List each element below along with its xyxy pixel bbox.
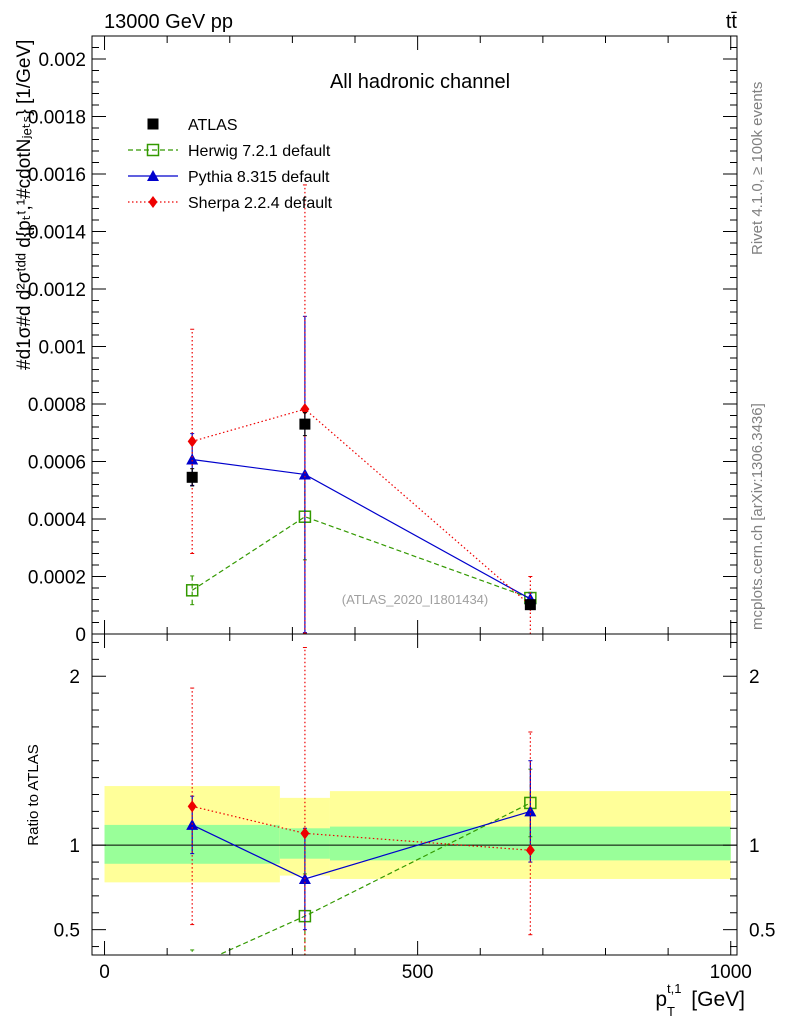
x-axis: 0 500 1000	[99, 36, 752, 983]
ratio-panel: 0.5 0.5 1 1 2 2 Ratio to ATLAS	[25, 633, 775, 972]
ratio-y-tick-label: 1	[69, 836, 80, 857]
main-atlas-point	[524, 599, 536, 611]
ratio-pythia-point	[524, 805, 537, 817]
main-herwig-line	[191, 516, 531, 599]
chart-title: All hadronic channel	[330, 71, 510, 93]
main-y-tick-label: 0.0016	[28, 165, 86, 186]
legend-atlas-marker	[147, 118, 159, 130]
main-sherpa-line	[192, 408, 531, 606]
rivet-label: Rivet 4.1.0, ≥ 100k events	[749, 82, 766, 255]
mcplots-label: mcplots.cern.ch [arXiv:1306.3436]	[749, 403, 766, 630]
main-herwig-point	[185, 584, 199, 597]
ratio-sherpa-point	[525, 844, 535, 857]
main-y-tick-label: 0.0004	[28, 510, 87, 531]
main-sherpa-point	[300, 403, 310, 416]
ratio-y-tick-label-right: 1	[749, 836, 760, 857]
ratio-y-tick-label-right: 2	[749, 667, 760, 688]
legend-herwig-label: Herwig 7.2.1 default	[188, 143, 331, 160]
main-atlas-point	[186, 471, 198, 483]
main-y-tick-label: 0.002	[38, 50, 86, 71]
ratio-y-tick-label: 0.5	[54, 921, 80, 942]
legend-pythia-marker	[147, 170, 159, 181]
legend-sherpa-marker	[148, 196, 158, 208]
process-label: tt̄	[726, 11, 738, 33]
legend-herwig-marker	[146, 143, 160, 157]
legend-sherpa-label: Sherpa 2.2.4 default	[188, 195, 333, 212]
main-pythia-point	[298, 468, 311, 480]
main-y-tick-label: 0.0006	[28, 453, 86, 474]
ratio-herwig-point	[187, 961, 198, 972]
main-y-tick-label: 0.0008	[28, 395, 86, 416]
legend: ATLAS Herwig 7.2.1 default Pythia 8.315 de…	[128, 117, 333, 212]
ratio-bands-layer	[104, 786, 731, 883]
x-tick-label: 0	[99, 962, 110, 983]
chart-watermark: (ATLAS_2020_I1801434)	[342, 592, 488, 607]
main-y-tick-label: 0.0012	[28, 280, 86, 301]
main-pythia-point	[186, 453, 199, 465]
main-y-tick-label: 0.0018	[28, 108, 86, 129]
legend-atlas-label: ATLAS	[188, 117, 238, 134]
x-axis-label: pTt,1 [GeV]	[655, 981, 745, 1019]
main-sherpa-point	[187, 435, 197, 448]
x-tick-label: 1000	[710, 962, 752, 983]
main-y-tick-label: 0.001	[38, 338, 86, 359]
main-pythia-line	[192, 458, 531, 600]
main-series-layer	[185, 184, 537, 634]
main-y-tick-label: 0.0002	[28, 568, 86, 589]
main-y-tick-label: 0.0014	[28, 223, 87, 244]
x-tick-label: 500	[402, 962, 434, 983]
ratio-sherpa-point	[187, 800, 197, 813]
main-atlas-point	[299, 418, 311, 430]
main-panel: 0 0.0002 0.0004 0.0006 0.0008 0.001 0.0012 0.00…	[14, 35, 738, 646]
ratio-y-tick-label-right: 0.5	[749, 921, 775, 942]
ratio-sherpa-point	[300, 827, 310, 840]
main-y-tick-label: 0	[75, 625, 86, 646]
main-y-axis-label: #d1σ#d d²σᵗᵈᵈ d{pₜᵗ,¹#cdotNⱼₑₜₛ} [1/GeV]	[14, 40, 35, 370]
legend-pythia-label: Pythia 8.315 default	[188, 169, 330, 186]
main-ticks-layer: 0 0.0002 0.0004 0.0006 0.0008 0.001 0.0012 0.00…	[28, 47, 737, 646]
ratio-ticks-layer: 0.5 0.5 1 1 2 2	[54, 641, 775, 948]
ratio-y-tick-label: 2	[69, 667, 80, 688]
energy-label: 13000 GeV pp	[104, 11, 233, 33]
ratio-y-axis-label: Ratio to ATLAS	[25, 744, 42, 845]
